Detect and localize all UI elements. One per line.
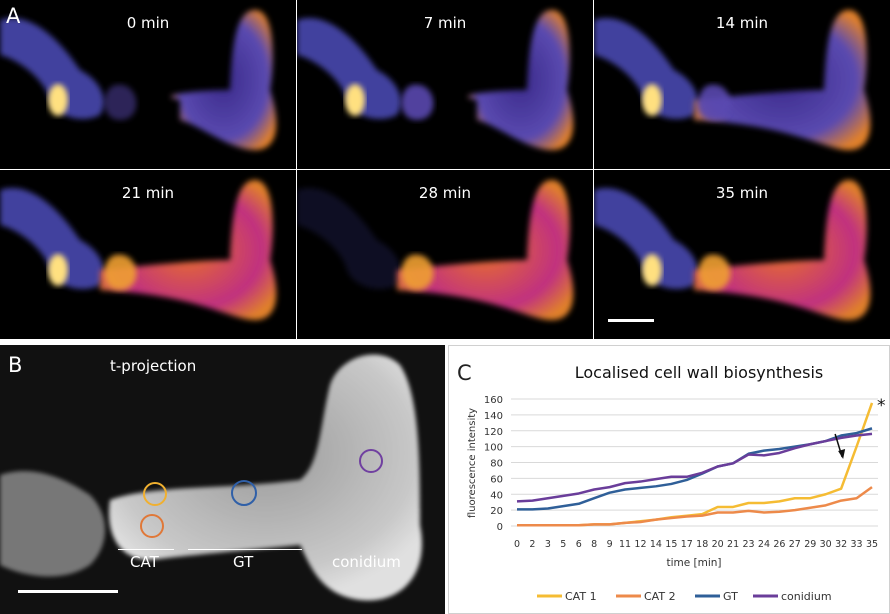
frame-time-label: 21 min [121, 184, 175, 202]
x-tick-label: 35 [866, 539, 878, 550]
frame-time-label: 7 min [423, 14, 467, 32]
x-tick-label: 26 [773, 539, 785, 550]
timelapse-frame: 7 min [297, 0, 593, 169]
timelapse-frame: 21 min [0, 170, 296, 339]
fluorescence-image [594, 10, 871, 150]
x-tick-label: 14 [650, 539, 662, 550]
y-tick-label: 140 [484, 411, 503, 422]
x-tick-label: 23 [742, 539, 754, 550]
series-line-conidium [516, 432, 873, 503]
timelapse-frame: 0 min [0, 0, 296, 169]
x-tick-label: 20 [712, 539, 724, 550]
scale-bar [608, 319, 654, 322]
x-tick-label: 18 [696, 539, 708, 550]
t-projection-title: t-projection [110, 357, 197, 375]
fluorescence-image [0, 180, 277, 320]
cat1-roi-circle [143, 482, 167, 506]
x-tick-label: 8 [591, 539, 597, 550]
cat-bracket-line [118, 549, 174, 550]
legend-label: CAT 1 [565, 590, 597, 603]
x-axis-label: time [min] [666, 557, 721, 569]
timelapse-frame: 14 min [594, 0, 890, 169]
timelapse-frame: 35 min [594, 170, 890, 339]
panel-c-chart: C Localised cell wall biosynthesis 0 20 40 60… [448, 345, 890, 614]
legend-label: GT [723, 590, 738, 603]
y-tick-label: 60 [490, 474, 503, 485]
y-tick-label: 40 [490, 490, 503, 501]
t-projection-image [0, 354, 422, 601]
asterisk-annotation: * [877, 396, 886, 416]
x-tick-label: 12 [634, 539, 646, 550]
cat2-roi-circle [140, 514, 164, 538]
x-tick-label: 5 [560, 539, 566, 550]
y-tick-label: 120 [484, 427, 503, 438]
y-tick-label: 100 [484, 443, 503, 454]
x-tick-label: 9 [607, 539, 613, 550]
frame-time-label: 0 min [126, 14, 170, 32]
fluorescence-image [297, 10, 574, 150]
x-tick-label: 6 [576, 539, 582, 550]
frame-time-label: 14 min [715, 14, 769, 32]
y-tick-label: 0 [497, 522, 503, 533]
fluorescence-image [297, 180, 574, 320]
frame-time-label: 28 min [418, 184, 472, 202]
legend-label: conidium [781, 590, 832, 603]
panel-b-t-projection: B t-projection CAT GT conidium [0, 345, 445, 614]
x-tick-label: 33 [851, 539, 863, 550]
frame-time-label: 35 min [715, 184, 769, 202]
x-tick-label: 15 [665, 539, 677, 550]
panel-b-label: B [8, 353, 23, 377]
panel-a-label: A [6, 4, 21, 28]
conidium-roi-circle [359, 449, 383, 473]
arrow-head-icon [838, 449, 846, 459]
y-tick-label: 160 [484, 395, 503, 406]
x-tick-label: 17 [681, 539, 693, 550]
x-tick-label: 32 [835, 539, 847, 550]
conidium-label: conidium [332, 553, 401, 571]
x-tick-label: 11 [619, 539, 631, 550]
x-tick-label: 2 [529, 539, 535, 550]
x-tick-label: 0 [514, 539, 520, 550]
chart-title: Localised cell wall biosynthesis [575, 363, 824, 382]
line-chart: C Localised cell wall biosynthesis0204060… [457, 361, 886, 603]
fluorescence-image [594, 180, 871, 320]
scale-bar [18, 590, 118, 593]
panel-c-label: C [457, 361, 472, 385]
timelapse-frame: 28 min [297, 170, 593, 339]
y-tick-label: 20 [490, 506, 503, 517]
x-tick-label: 30 [820, 539, 832, 550]
x-tick-label: 27 [789, 539, 801, 550]
cat-label: CAT [130, 553, 159, 571]
x-tick-label: 3 [545, 539, 551, 550]
y-axis-label: fluorescence intensity [467, 408, 478, 518]
legend-label: CAT 2 [644, 590, 676, 603]
gt-bracket-line [188, 549, 302, 550]
series-line-cat-2 [517, 486, 873, 527]
fluorescence-image [0, 10, 277, 150]
gt-roi-circle [231, 480, 257, 506]
x-tick-label: 24 [758, 539, 770, 550]
x-tick-label: 29 [804, 539, 816, 550]
y-tick-label: 80 [490, 459, 503, 470]
gt-label: GT [233, 553, 254, 571]
x-tick-label: 21 [727, 539, 739, 550]
